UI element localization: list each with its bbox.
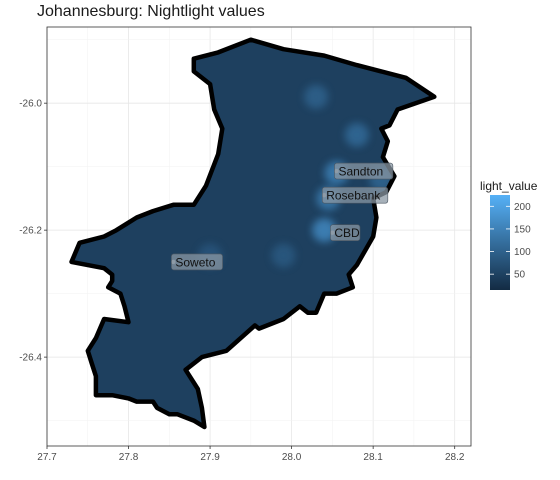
legend-tick-label: 100 <box>514 247 531 258</box>
place-label-box <box>321 186 389 204</box>
place-label: Soweto <box>171 253 223 271</box>
x-tick-label: 27.8 <box>119 452 139 463</box>
nightlight-hotspot <box>271 243 296 268</box>
place-label-box <box>171 253 223 271</box>
legend-title: light_value <box>480 179 538 193</box>
place-label-text: CBD <box>334 226 360 240</box>
y-tick-label: -26.4 <box>19 353 42 364</box>
y-tick-label: -26.0 <box>19 99 42 110</box>
panel-border <box>46 26 472 447</box>
nightlight-hotspot <box>344 122 369 147</box>
city-boundary <box>69 37 437 430</box>
y-tick-label: -26.2 <box>19 226 42 237</box>
legend-tick-label: 50 <box>514 270 526 281</box>
place-label-text: Soweto <box>175 255 215 269</box>
axis-ticks: 27.7 27.8 27.9 28.0 28.1 28.2 -26.0 -26.2 -26.4 <box>19 26 472 463</box>
x-tick-label: 28.2 <box>445 452 465 463</box>
legend-tick-label: 200 <box>514 202 531 213</box>
x-tick-label: 27.9 <box>200 452 220 463</box>
place-label: Sandton <box>334 162 394 180</box>
x-tick-label: 27.7 <box>37 452 57 463</box>
place-labels: Sandton Rosebank CBD Soweto <box>171 162 394 271</box>
city-fill-polygon <box>71 39 435 427</box>
color-legend: light_value 50 100 150 200 <box>480 179 538 290</box>
legend-colorbar <box>490 195 510 290</box>
chart-title: Johannesburg: Nightlight values <box>37 3 265 20</box>
place-label: Rosebank <box>321 186 389 204</box>
city-fill <box>71 39 435 427</box>
place-label-box <box>330 224 361 241</box>
legend-tick-label: 150 <box>514 224 531 235</box>
city-boundary-outline <box>69 37 437 430</box>
nightlight-hotspot <box>304 84 329 109</box>
place-label-text: Rosebank <box>326 189 381 203</box>
place-label-box <box>334 162 394 180</box>
x-tick-label: 28.0 <box>282 452 302 463</box>
place-label-text: Sandton <box>338 165 383 179</box>
x-tick-label: 28.1 <box>363 452 383 463</box>
place-label: CBD <box>330 224 361 241</box>
